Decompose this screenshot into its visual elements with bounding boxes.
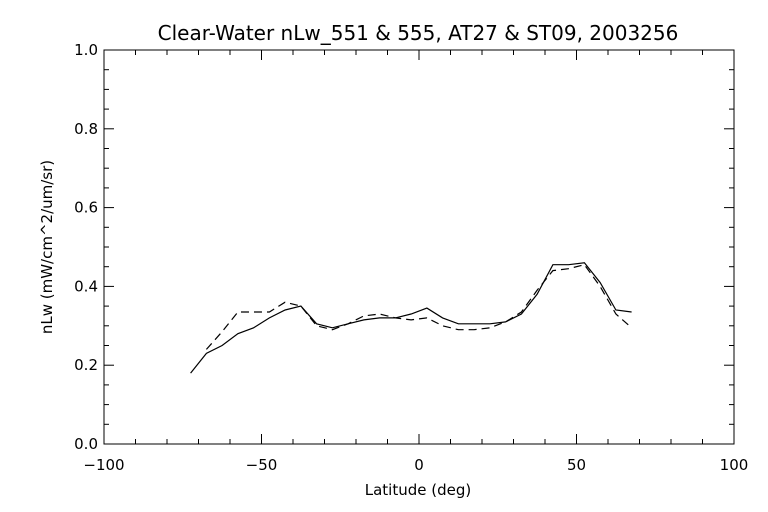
- y-axis-label: nLw (mW/cm^2/um/sr): [38, 160, 56, 334]
- series-lines: [190, 262, 632, 374]
- y-tick-label: 0.8: [74, 120, 98, 138]
- y-tick-labels: 0.0 0.2 0.4 0.6 0.8 1.0: [74, 41, 98, 453]
- y-tick-label: 0.2: [74, 356, 98, 374]
- y-tick-label: 0.4: [74, 277, 98, 295]
- axis-ticks: [103, 49, 735, 445]
- dashed-series-line: [205, 264, 632, 350]
- solid-series-line: [190, 262, 632, 374]
- x-tick-label: 100: [720, 456, 749, 474]
- x-tick-label: −50: [246, 456, 278, 474]
- x-tick-label: 0: [414, 456, 424, 474]
- x-tick-labels: −100 −50 0 50 100: [83, 456, 748, 474]
- y-tick-label: 0.0: [74, 435, 98, 453]
- y-tick-label: 0.6: [74, 199, 98, 217]
- y-tick-label: 1.0: [74, 41, 98, 59]
- x-tick-label: 50: [567, 456, 586, 474]
- plot-frame: [103, 49, 735, 445]
- x-tick-label: −100: [83, 456, 124, 474]
- x-axis-label: Latitude (deg): [365, 481, 471, 499]
- chart-title: Clear-Water nLw_551 & 555, AT27 & ST09, …: [158, 21, 679, 45]
